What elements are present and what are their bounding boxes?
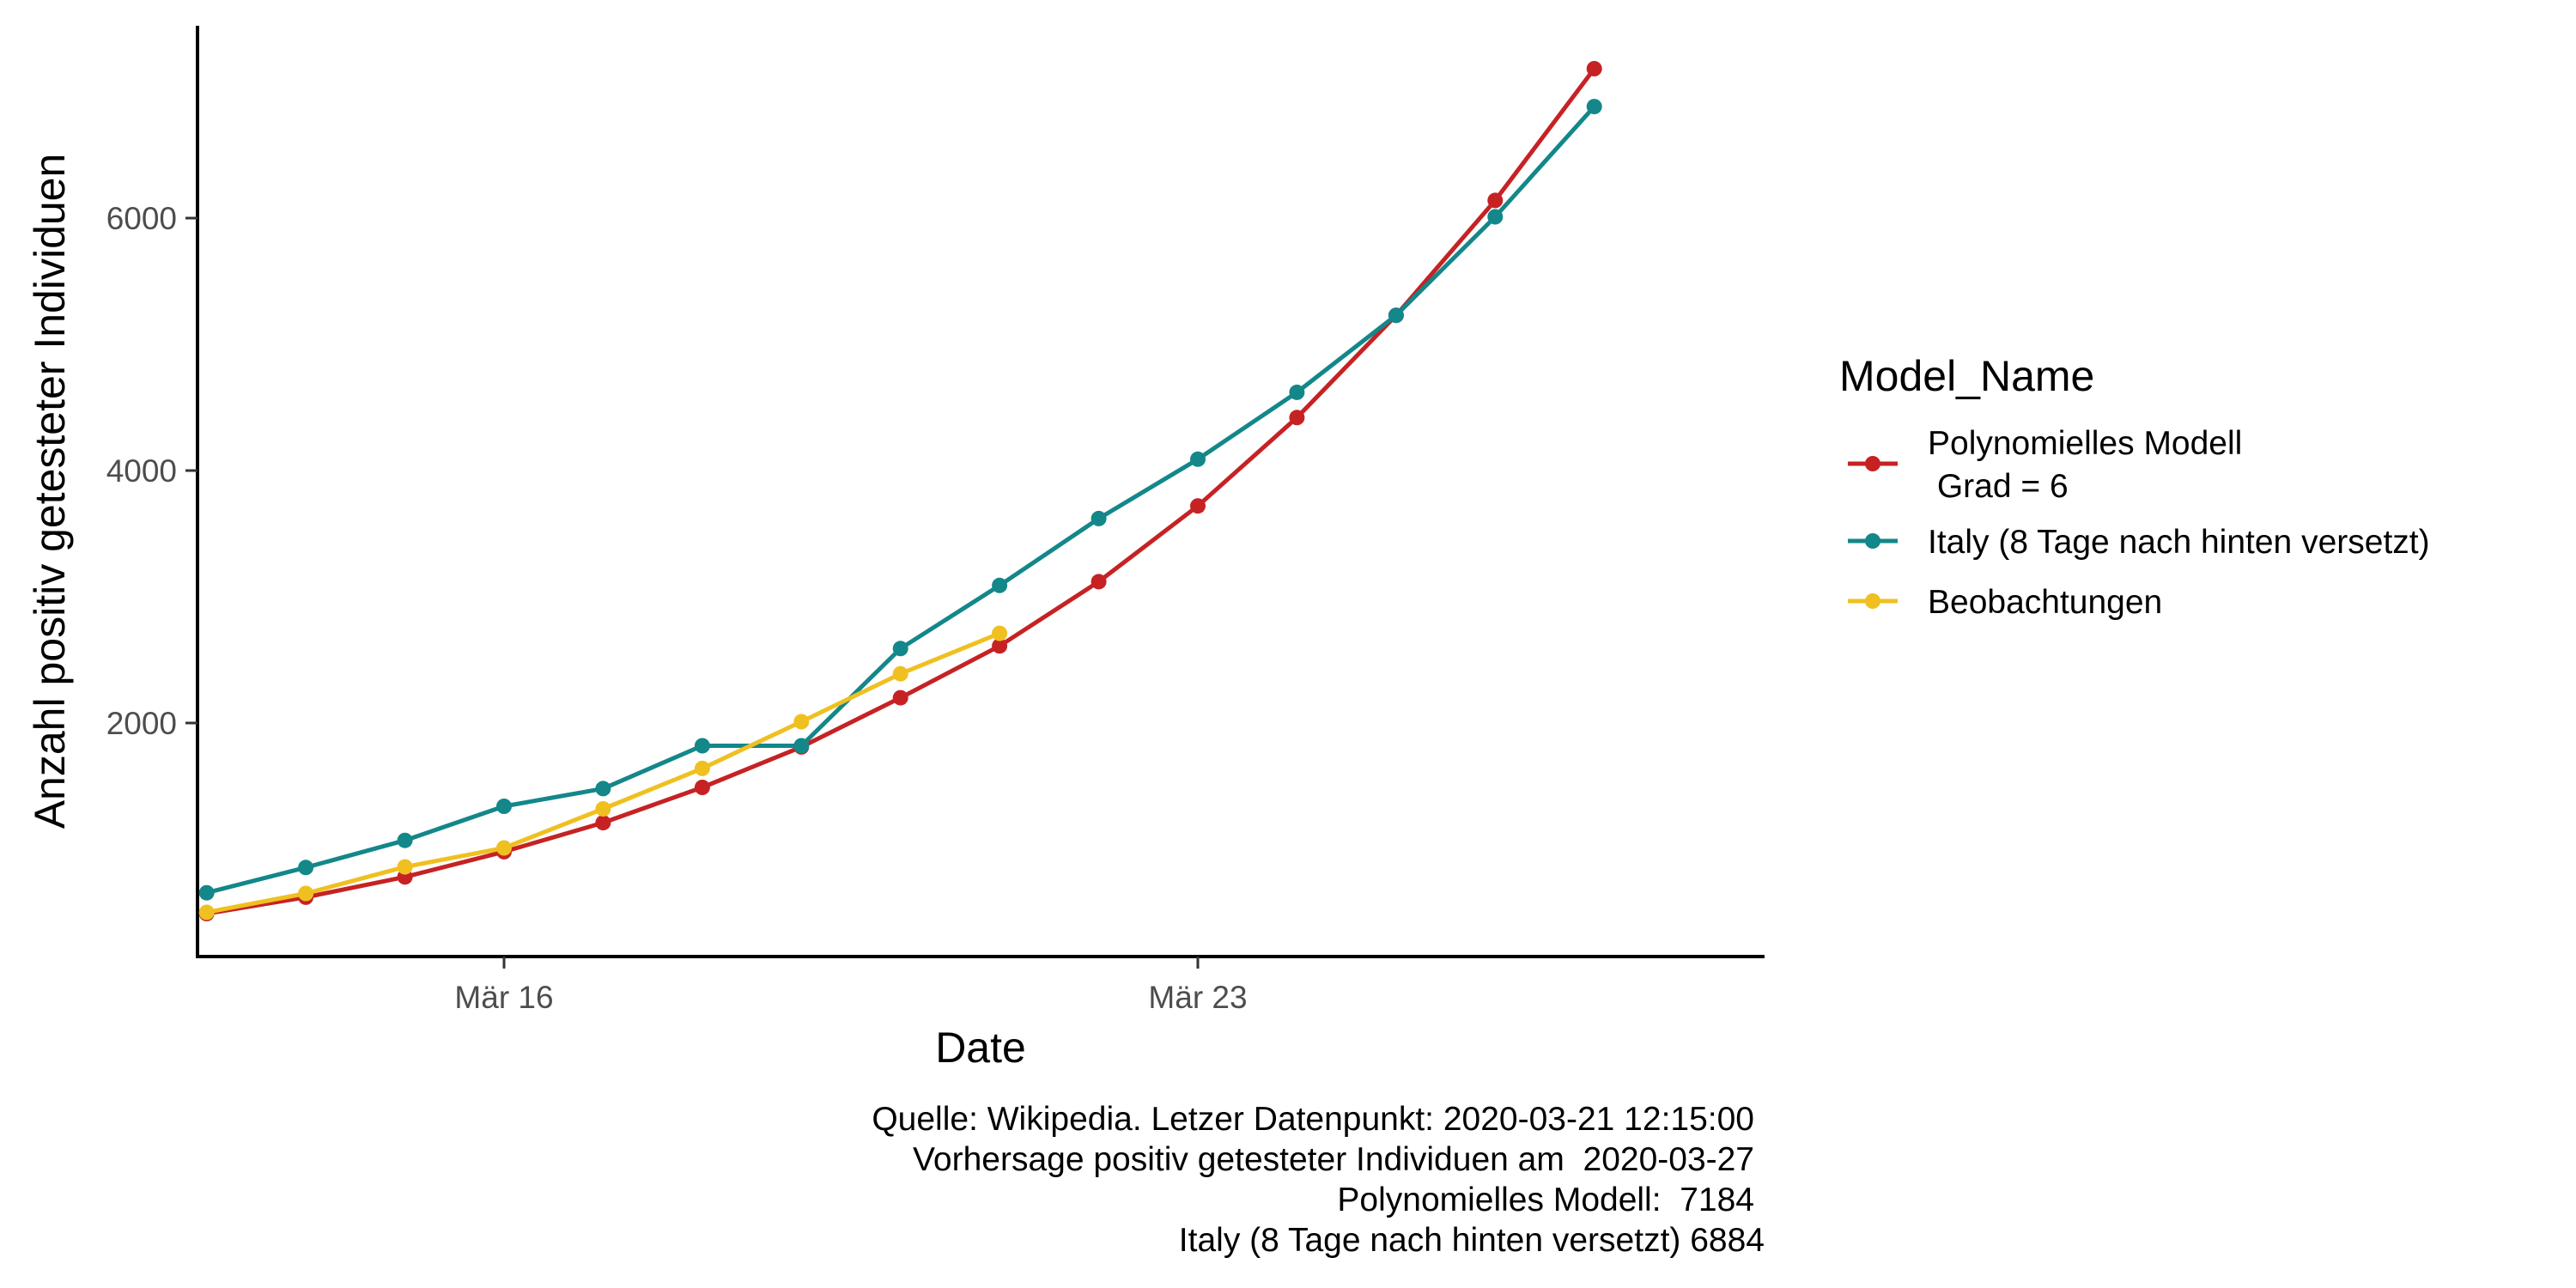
legend-label-italy-8-tage-nach-hinten-versetzt: Italy (8 Tage nach hinten versetzt)	[1928, 524, 2430, 561]
data-point-italy-8-tage-nach-hinten-versetzt-4	[595, 781, 611, 797]
data-point-beobachtungen-8	[992, 625, 1008, 641]
data-point-italy-8-tage-nach-hinten-versetzt-12	[1388, 307, 1404, 324]
data-point-polynomielles-modell-11	[1289, 410, 1305, 426]
y-tick-label-6000: 6000	[106, 201, 177, 236]
legend-label-beobachtungen: Beobachtungen	[1928, 584, 2162, 621]
data-point-italy-8-tage-nach-hinten-versetzt-10	[1190, 451, 1206, 467]
data-point-beobachtungen-6	[793, 714, 810, 730]
data-point-beobachtungen-3	[496, 840, 512, 856]
data-point-beobachtungen-7	[892, 665, 908, 682]
data-point-polynomielles-modell-4	[595, 815, 611, 831]
legend-key-dot-italy-8-tage-nach-hinten-versetzt	[1865, 533, 1880, 549]
legend-title: Model_Name	[1839, 352, 2094, 400]
caption: Quelle: Wikipedia. Letzer Datenpunkt: 20…	[872, 1101, 1765, 1259]
data-point-beobachtungen-4	[595, 801, 611, 817]
data-point-polynomielles-modell-13	[1487, 192, 1504, 209]
data-point-beobachtungen-0	[198, 904, 215, 920]
caption-line-3: Italy (8 Tage nach hinten versetzt) 6884	[1179, 1222, 1765, 1259]
data-point-beobachtungen-2	[397, 859, 413, 875]
data-point-italy-8-tage-nach-hinten-versetzt-8	[992, 577, 1008, 593]
data-point-beobachtungen-1	[298, 885, 314, 902]
data-point-italy-8-tage-nach-hinten-versetzt-13	[1487, 209, 1504, 225]
data-point-italy-8-tage-nach-hinten-versetzt-1	[298, 860, 314, 876]
data-point-italy-8-tage-nach-hinten-versetzt-2	[397, 832, 413, 848]
caption-line-1: Vorhersage positiv getesteter Individuen…	[913, 1141, 1754, 1178]
x-axis-title: Date	[935, 1024, 1026, 1072]
series-layer	[198, 61, 1602, 921]
data-point-polynomielles-modell-7	[892, 690, 908, 706]
data-point-italy-8-tage-nach-hinten-versetzt-0	[198, 884, 215, 901]
data-point-italy-8-tage-nach-hinten-versetzt-5	[694, 738, 710, 754]
data-point-italy-8-tage-nach-hinten-versetzt-9	[1091, 510, 1107, 526]
data-point-polynomielles-modell-9	[1091, 574, 1107, 590]
legend-key-dot-polynomielles-modell	[1865, 456, 1880, 471]
y-axis-title: Anzahl positiv getesteter Individuen	[26, 154, 74, 829]
legend-label-polynomielles-modell-line-1: Grad = 6	[1928, 468, 2069, 505]
legend-key-dot-beobachtungen	[1865, 593, 1880, 609]
legend: Polynomielles Modell Grad = 6 Italy (8 Ta…	[1848, 425, 2430, 621]
legend-label-polynomielles-modell-line-0: Polynomielles Modell	[1928, 425, 2242, 462]
data-point-polynomielles-modell-14	[1586, 61, 1602, 76]
caption-line-2: Polynomielles Modell: 7184	[1337, 1182, 1754, 1218]
data-point-italy-8-tage-nach-hinten-versetzt-11	[1289, 384, 1305, 400]
data-point-polynomielles-modell-5	[694, 780, 710, 795]
x-tick-label-mar16: Mär 16	[454, 980, 553, 1015]
data-point-italy-8-tage-nach-hinten-versetzt-14	[1586, 99, 1602, 115]
data-point-polynomielles-modell-8	[992, 638, 1008, 654]
y-tick-label-2000: 2000	[106, 706, 177, 741]
data-point-italy-8-tage-nach-hinten-versetzt-3	[496, 799, 512, 814]
x-tick-label-mar23: Mär 23	[1148, 980, 1247, 1015]
data-point-beobachtungen-5	[694, 760, 710, 776]
data-point-italy-8-tage-nach-hinten-versetzt-6	[793, 738, 810, 754]
data-point-italy-8-tage-nach-hinten-versetzt-7	[892, 641, 908, 657]
caption-line-0: Quelle: Wikipedia. Letzer Datenpunkt: 20…	[872, 1101, 1754, 1138]
data-point-polynomielles-modell-10	[1190, 498, 1206, 514]
y-tick-label-4000: 4000	[106, 453, 177, 489]
